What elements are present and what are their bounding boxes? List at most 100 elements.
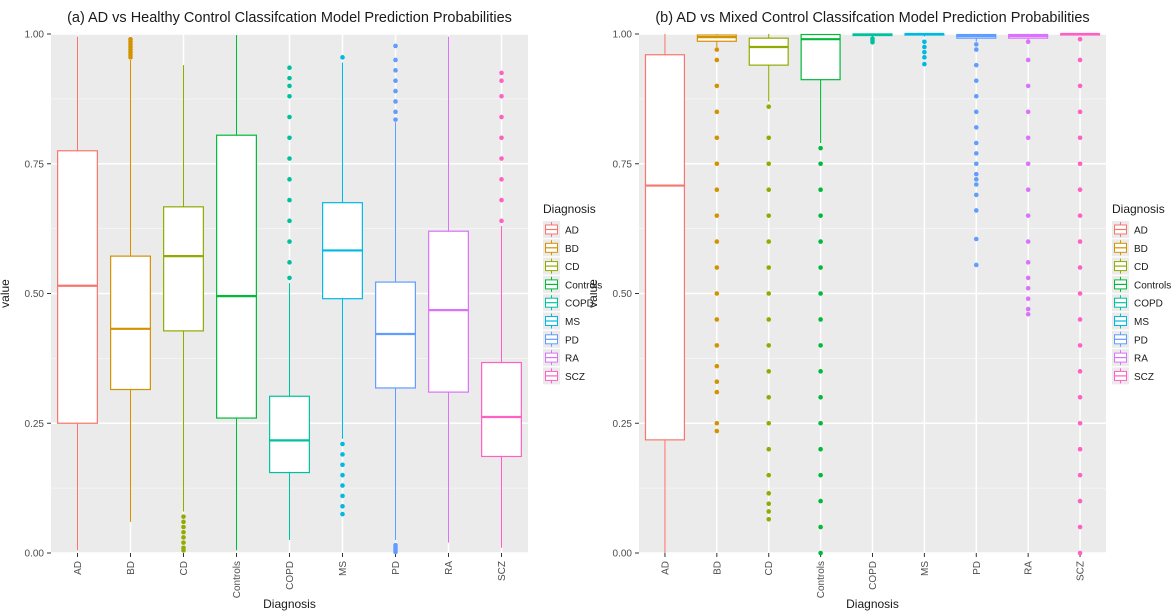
outlier-point bbox=[1077, 317, 1083, 322]
outlier-point bbox=[922, 39, 927, 45]
outlier-point bbox=[340, 511, 345, 517]
outlier-point bbox=[1025, 239, 1031, 244]
outlier-point bbox=[714, 428, 720, 434]
x-tick-label: CD bbox=[764, 561, 775, 575]
y-tick-label: 0.00 bbox=[25, 549, 45, 560]
outlier-point bbox=[714, 109, 720, 115]
legend-label: COPD bbox=[1134, 299, 1163, 310]
outlier-point bbox=[287, 93, 292, 99]
outlier-point bbox=[1025, 311, 1031, 317]
outlier-point bbox=[870, 36, 875, 41]
box-iqr bbox=[644, 54, 686, 441]
legend-label: RA bbox=[565, 354, 579, 365]
legend-label: COPD bbox=[565, 299, 594, 310]
x-tick-label: AD bbox=[73, 561, 84, 575]
legend-label: CD bbox=[565, 262, 579, 273]
outlier-point bbox=[818, 291, 823, 296]
y-tick-label: 0.25 bbox=[25, 419, 45, 430]
outlier-point bbox=[818, 317, 823, 322]
box-cd bbox=[163, 65, 204, 553]
legend-item-copd: COPD bbox=[543, 294, 594, 312]
outlier-point bbox=[818, 265, 823, 270]
outlier-point bbox=[287, 218, 292, 224]
legend-item-ms: MS bbox=[543, 312, 580, 330]
outlier-point bbox=[766, 265, 772, 270]
chart-b: (b) AD vs Mixed Control Classifcation Mo… bbox=[590, 10, 1171, 611]
outlier-point bbox=[287, 156, 292, 161]
outlier-point bbox=[714, 363, 720, 369]
outlier-point bbox=[181, 514, 186, 519]
outlier-point bbox=[766, 491, 772, 496]
outlier-point bbox=[1077, 369, 1083, 374]
outlier-point bbox=[1025, 161, 1031, 167]
outlier-point bbox=[1025, 109, 1031, 115]
x-tick-label: CD bbox=[179, 561, 190, 575]
legend-label: AD bbox=[1134, 226, 1148, 237]
outlier-point bbox=[287, 75, 292, 81]
outlier-point bbox=[973, 140, 979, 146]
outlier-point bbox=[973, 236, 979, 242]
y-tick-label: 0.75 bbox=[25, 159, 45, 170]
legend-item-cd: CD bbox=[543, 257, 579, 275]
outlier-point bbox=[973, 125, 979, 130]
outlier-point bbox=[714, 83, 720, 89]
outlier-point bbox=[766, 291, 772, 296]
outlier-point bbox=[714, 213, 720, 218]
box-iqr bbox=[481, 361, 522, 458]
x-axis: AD BD CD Controls COPD MS PD RA SCZ bbox=[660, 553, 1087, 598]
outlier-point bbox=[714, 57, 720, 63]
x-axis: AD BD CD Controls COPD MS PD RA SCZ bbox=[73, 553, 508, 598]
box-iqr bbox=[748, 37, 789, 66]
y-tick-label: 0.75 bbox=[613, 159, 633, 170]
legend-label: PD bbox=[565, 335, 579, 346]
box-pd bbox=[375, 43, 416, 555]
legend-item-controls: Controls bbox=[1112, 275, 1171, 293]
x-tick-label: MS bbox=[920, 561, 931, 576]
box-iqr bbox=[800, 33, 841, 81]
outlier-point bbox=[766, 472, 772, 478]
legend-label: Controls bbox=[565, 280, 602, 291]
outlier-point bbox=[1077, 213, 1083, 218]
box-iqr bbox=[110, 255, 151, 391]
legend-label: SCZ bbox=[1134, 372, 1154, 383]
outlier-point bbox=[1077, 83, 1083, 89]
outlier-point bbox=[973, 208, 979, 213]
outlier-point bbox=[818, 446, 823, 452]
outlier-point bbox=[818, 239, 823, 244]
outlier-point bbox=[1025, 306, 1031, 312]
box-ra bbox=[428, 36, 469, 543]
outlier-point bbox=[714, 420, 720, 426]
outlier-point bbox=[1077, 395, 1083, 400]
outlier-point bbox=[818, 395, 823, 400]
box-ra bbox=[1008, 33, 1049, 317]
outlier-point bbox=[714, 265, 720, 270]
outlier-point bbox=[287, 177, 292, 182]
outlier-point bbox=[1077, 265, 1083, 270]
outlier-point bbox=[393, 78, 398, 84]
outlier-point bbox=[1077, 109, 1083, 115]
x-tick-label: COPD bbox=[285, 561, 296, 590]
outlier-point bbox=[922, 44, 927, 50]
outlier-point bbox=[181, 529, 186, 535]
outlier-point bbox=[973, 177, 979, 182]
outlier-point bbox=[1077, 239, 1083, 244]
x-tick-label: BD bbox=[126, 561, 137, 575]
outlier-point bbox=[1025, 135, 1031, 141]
outlier-point bbox=[766, 213, 772, 218]
outlier-point bbox=[1025, 296, 1031, 301]
outlier-point bbox=[181, 524, 186, 530]
box-iqr bbox=[57, 150, 98, 424]
chart-a: (a) AD vs Healthy Control Classifcation … bbox=[0, 10, 602, 611]
box-controls bbox=[216, 35, 257, 551]
outlier-point bbox=[922, 61, 927, 67]
outlier-point bbox=[340, 462, 345, 468]
legend-item-scz: SCZ bbox=[1112, 367, 1154, 385]
outlier-point bbox=[340, 493, 345, 499]
x-tick-label: PD bbox=[972, 561, 983, 575]
legend-title: Diagnosis bbox=[1112, 202, 1165, 216]
outlier-point bbox=[714, 317, 720, 322]
legend-item-copd: COPD bbox=[1112, 294, 1163, 312]
outlier-point bbox=[973, 78, 979, 84]
outlier-point bbox=[1077, 343, 1083, 348]
box-ad bbox=[644, 34, 686, 553]
